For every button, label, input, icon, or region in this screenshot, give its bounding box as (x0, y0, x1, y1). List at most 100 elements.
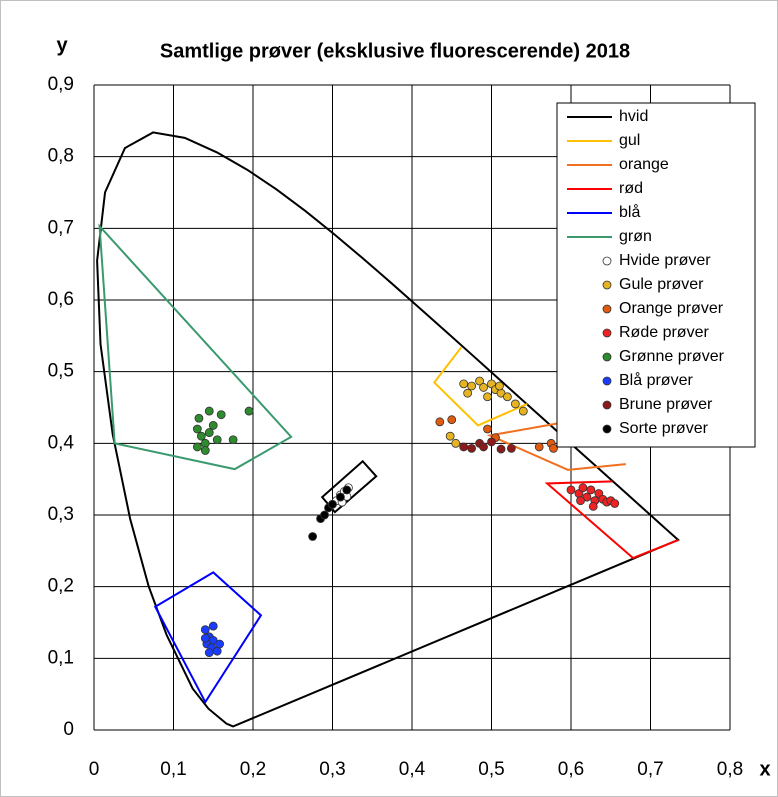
data-point (200, 633, 210, 643)
data-point (328, 499, 337, 509)
data-point (518, 406, 528, 416)
legend-label: Grønne prøver (619, 348, 725, 365)
data-point (336, 492, 345, 502)
legend-label: gul (619, 132, 640, 149)
x-tick-label: 0,3 (319, 759, 345, 780)
data-point (496, 444, 506, 454)
x-tick-label: 0,5 (478, 759, 504, 780)
data-point (463, 388, 473, 398)
data-point (451, 438, 461, 448)
legend-label: Sorte prøver (619, 420, 709, 437)
legend-label: Orange prøver (619, 300, 724, 317)
data-point (578, 483, 588, 493)
data-point (320, 510, 329, 520)
data-point (459, 379, 469, 389)
y-axis-label: y (56, 34, 68, 56)
data-point (479, 383, 488, 392)
legend-swatch (602, 256, 612, 266)
data-point (467, 443, 477, 453)
data-point (447, 415, 457, 425)
data-point (196, 431, 206, 441)
legend-label: Hvide prøver (619, 252, 711, 269)
legend-swatch (602, 328, 612, 338)
y-tick-label: 0,3 (48, 504, 74, 525)
x-tick-label: 0,1 (160, 759, 186, 780)
data-point (208, 421, 218, 430)
y-tick-label: 0,1 (48, 647, 74, 668)
y-tick-label: 0,5 (48, 361, 74, 382)
data-point (549, 443, 558, 453)
legend-label: Røde prøver (619, 324, 709, 341)
legend-label: hvid (619, 108, 648, 125)
data-point (194, 413, 204, 423)
series-line (432, 346, 528, 427)
x-tick-label: 0,7 (637, 759, 663, 780)
data-point (502, 392, 512, 402)
data-point (479, 442, 488, 452)
x-tick-label: 0,8 (717, 759, 743, 780)
legend-swatch (602, 352, 612, 362)
data-point (475, 376, 484, 386)
y-tick-label: 0,6 (48, 289, 74, 310)
legend-label: rød (619, 180, 643, 197)
data-point (200, 446, 210, 455)
legend-label: orange (619, 156, 669, 173)
data-point (566, 485, 576, 495)
legend-label: blå (619, 203, 640, 221)
data-point (244, 406, 254, 416)
legend-swatch (602, 304, 612, 314)
data-point (495, 381, 504, 391)
y-tick-label: 0,9 (48, 74, 74, 95)
data-point (610, 499, 620, 508)
series-line (544, 480, 679, 560)
series-line (486, 419, 626, 471)
y-tick-label: 0,4 (48, 432, 75, 453)
y-tick-label: 0,7 (48, 217, 74, 238)
legend-swatch (602, 400, 612, 410)
data-point (483, 424, 492, 434)
x-axis-label: x (759, 758, 770, 780)
series-line (98, 223, 293, 471)
x-tick-label: 0,2 (240, 759, 266, 780)
data-point (342, 485, 352, 495)
data-point (308, 532, 318, 541)
legend-label: Brune prøver (619, 396, 713, 413)
legend-swatch (602, 376, 612, 386)
data-point (200, 625, 210, 635)
x-tick-label: 0,4 (399, 759, 426, 780)
series-line (96, 131, 680, 728)
data-point (216, 410, 226, 420)
y-tick-label: 0,2 (48, 576, 74, 597)
data-point (445, 431, 455, 441)
data-point (204, 428, 214, 437)
data-point (534, 442, 544, 452)
data-point (588, 501, 598, 511)
data-point (215, 639, 225, 649)
data-point (467, 381, 477, 391)
data-point (483, 392, 492, 402)
data-point (576, 496, 585, 506)
data-point (204, 648, 214, 657)
data-point (435, 417, 445, 427)
chart-title: Samtlige prøver (eksklusive fluoresceren… (160, 40, 630, 62)
y-tick-label: 0,8 (48, 146, 74, 167)
data-point (212, 435, 222, 445)
x-tick-label: 0,6 (558, 759, 584, 780)
x-tick-label: 0 (89, 759, 100, 780)
legend-label: Blå prøver (619, 371, 693, 389)
data-point (204, 406, 214, 416)
legend-label: grøn (619, 228, 652, 245)
legend-label: Gule prøver (619, 276, 704, 293)
data-point (192, 424, 202, 434)
data-point (208, 621, 218, 631)
y-tick-label: 0 (63, 719, 74, 740)
data-point (192, 442, 202, 452)
data-point (459, 442, 469, 452)
data-point (487, 437, 496, 447)
legend-box (556, 102, 756, 448)
series-line (153, 571, 263, 705)
data-point (510, 399, 520, 409)
data-point (228, 435, 238, 445)
legend-swatch (602, 424, 612, 434)
